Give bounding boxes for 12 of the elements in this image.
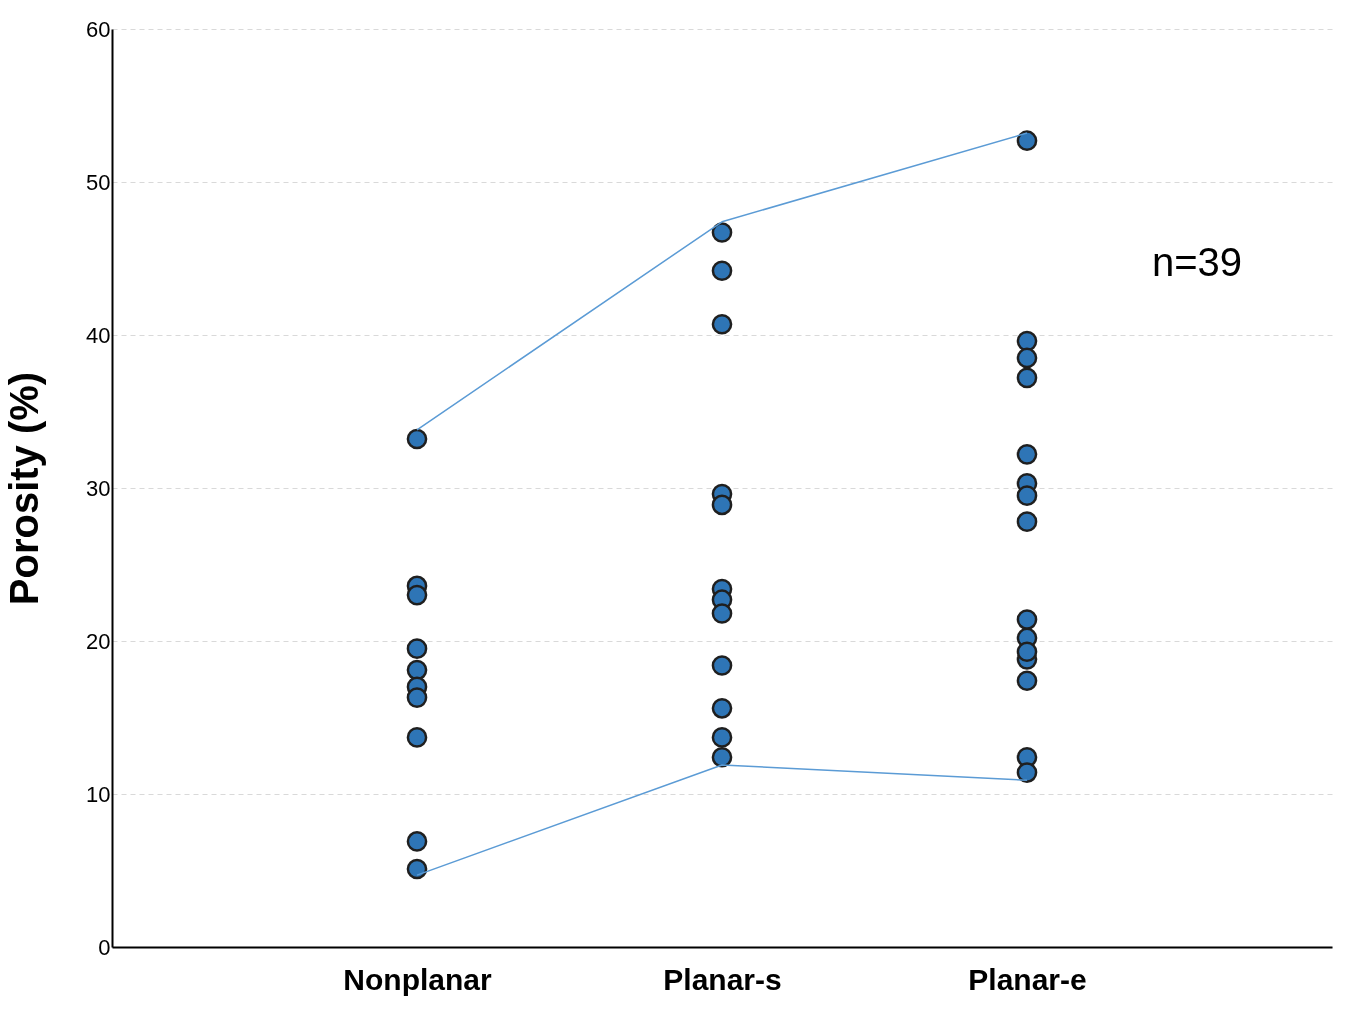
y-axis-title: Porosity (%) — [2, 371, 47, 606]
y-tick-label: 30 — [86, 475, 111, 501]
y-tick-label: 10 — [86, 781, 111, 807]
y-tick-label: 50 — [86, 169, 111, 195]
x-tick-label: Planar-s — [663, 962, 782, 996]
y-tick-label: 60 — [86, 16, 111, 42]
x-tick-label: Planar-e — [968, 962, 1087, 996]
annotation: n=39 — [1152, 240, 1243, 284]
y-tick-label: 0 — [98, 934, 111, 960]
y-tick-label: 40 — [86, 322, 111, 348]
x-tick-label: Nonplanar — [343, 962, 492, 996]
y-tick-label: 20 — [86, 628, 111, 654]
